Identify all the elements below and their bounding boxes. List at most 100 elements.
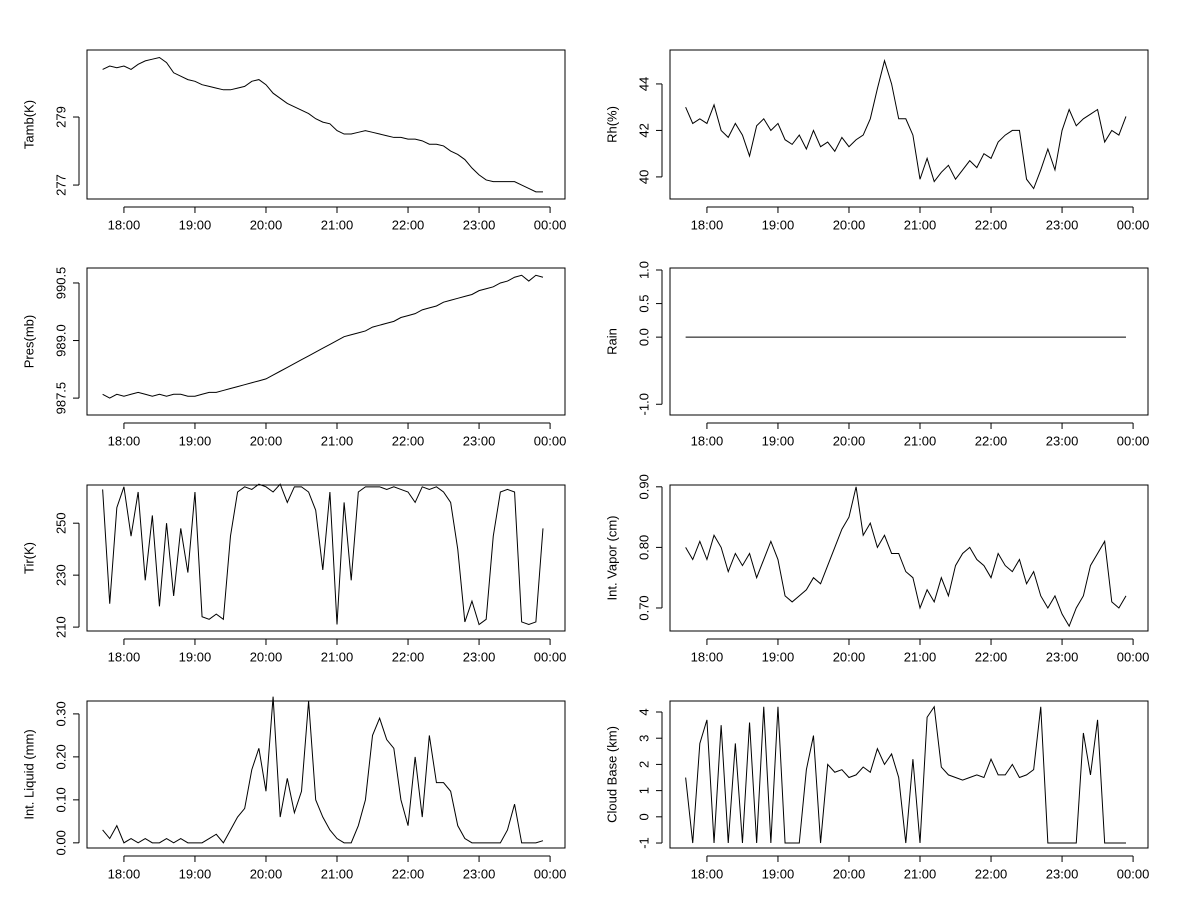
x-tick-label: 22:00: [975, 649, 1008, 664]
data-line: [685, 486, 1127, 628]
x-tick-label: 22:00: [392, 217, 425, 232]
y-tick-label: 1.0: [636, 261, 651, 279]
y-axis-label: Tir(K): [21, 542, 36, 574]
x-tick-label: 19:00: [179, 217, 212, 232]
plot-box: [669, 49, 1149, 200]
y-tick-label: 4: [636, 708, 651, 715]
y-tick-label: 990.5: [53, 267, 68, 300]
data-line: [685, 705, 1126, 844]
y-tick-label: 0.80: [636, 535, 651, 560]
y-tick-label: 42: [636, 123, 651, 137]
x-tick-label: 18:00: [108, 433, 141, 448]
x-tick-label: 20:00: [833, 217, 866, 232]
x-tick-label: 19:00: [762, 649, 795, 664]
y-tick-label: 0: [636, 813, 651, 820]
panel: 18:00 19:00 20:00 21:00 22:00 23:00 00:00 277 27…: [21, 49, 567, 232]
plot-box: [669, 484, 1149, 632]
x-tick-label: 00:00: [1117, 649, 1150, 664]
x-tick-label: 21:00: [904, 649, 937, 664]
x-tick-label: 22:00: [975, 217, 1008, 232]
x-tick-label: 19:00: [762, 866, 795, 881]
y-axis-label: Tamb(K): [21, 100, 36, 149]
x-tick-label: 23:00: [1046, 217, 1079, 232]
x-tick-label: 00:00: [1117, 866, 1150, 881]
y-tick-label: 2: [636, 761, 651, 768]
x-tick-label: 18:00: [691, 433, 724, 448]
y-axis-label: Pres(mb): [21, 315, 36, 368]
data-line: [685, 58, 1127, 190]
x-tick-label: 23:00: [1046, 866, 1079, 881]
x-tick-label: 00:00: [534, 217, 567, 232]
y-tick-label: 987.5: [53, 382, 68, 415]
x-tick-label: 22:00: [975, 866, 1008, 881]
x-tick-label: 21:00: [904, 866, 937, 881]
x-tick-label: 23:00: [463, 866, 496, 881]
y-tick-label: 0.0: [636, 328, 651, 346]
y-tick-label: 0.00: [53, 830, 68, 855]
x-tick-label: 00:00: [534, 866, 567, 881]
x-tick-label: 23:00: [463, 433, 496, 448]
y-tick-label: 279: [53, 106, 68, 128]
x-tick-label: 21:00: [321, 866, 354, 881]
x-tick-label: 20:00: [833, 649, 866, 664]
y-tick-label: 0.30: [53, 701, 68, 726]
y-tick-label: 0.90: [636, 474, 651, 499]
y-tick-label: -1.0: [636, 393, 651, 415]
y-axis-label: Cloud Base (km): [604, 726, 619, 823]
plot-box: [86, 49, 566, 200]
x-tick-label: 18:00: [691, 217, 724, 232]
y-tick-label: 277: [53, 174, 68, 196]
plot-box: [669, 267, 1149, 416]
x-tick-label: 20:00: [833, 866, 866, 881]
panel: 18:00 19:00 20:00 21:00 22:00 23:00 00:00 40 42 4…: [604, 49, 1150, 232]
x-tick-label: 19:00: [179, 649, 212, 664]
y-tick-label: 0.20: [53, 744, 68, 769]
y-tick-label: 40: [636, 170, 651, 184]
x-tick-label: 20:00: [250, 649, 283, 664]
x-tick-label: 18:00: [691, 649, 724, 664]
panel: 18:00 19:00 20:00 21:00 22:00 23:00 00:00 -1.0 0…: [604, 261, 1149, 448]
y-tick-label: 44: [636, 77, 651, 91]
x-tick-label: 23:00: [1046, 649, 1079, 664]
plot-box: [86, 267, 566, 416]
panel: 18:00 19:00 20:00 21:00 22:00 23:00 00:00 0.00 0…: [21, 696, 567, 881]
x-tick-label: 20:00: [833, 433, 866, 448]
x-tick-label: 20:00: [250, 433, 283, 448]
panel: 18:00 19:00 20:00 21:00 22:00 23:00 00:00 -1 0 1 2…: [604, 700, 1150, 881]
x-tick-label: 21:00: [321, 217, 354, 232]
panel: 18:00 19:00 20:00 21:00 22:00 23:00 00:00 987.5…: [21, 267, 566, 449]
y-tick-label: 230: [53, 564, 68, 586]
x-tick-label: 18:00: [108, 866, 141, 881]
x-tick-label: 22:00: [392, 866, 425, 881]
y-tick-label: 250: [53, 512, 68, 534]
x-tick-label: 23:00: [463, 649, 496, 664]
panel: 18:00 19:00 20:00 21:00 22:00 23:00 00:00 0.70 0…: [604, 474, 1149, 664]
x-tick-label: 21:00: [904, 433, 937, 448]
y-tick-label: 3: [636, 735, 651, 742]
plot-box: [669, 700, 1149, 849]
plot-box: [86, 700, 566, 849]
data-line: [102, 274, 544, 399]
x-tick-label: 22:00: [392, 649, 425, 664]
x-tick-label: 19:00: [762, 433, 795, 448]
x-tick-label: 22:00: [975, 433, 1008, 448]
data-line: [102, 483, 544, 626]
x-tick-label: 23:00: [1046, 433, 1079, 448]
y-tick-label: 1: [636, 787, 651, 794]
y-tick-label: 0.10: [53, 787, 68, 812]
x-tick-label: 19:00: [179, 866, 212, 881]
x-tick-label: 00:00: [1117, 217, 1150, 232]
plot-box: [86, 484, 566, 632]
x-tick-label: 20:00: [250, 866, 283, 881]
x-tick-label: 18:00: [691, 866, 724, 881]
x-tick-label: 22:00: [392, 433, 425, 448]
x-tick-label: 21:00: [321, 433, 354, 448]
x-tick-label: 23:00: [463, 217, 496, 232]
data-line: [102, 56, 543, 193]
y-tick-label: 0.70: [636, 595, 651, 620]
panel: 18:00 19:00 20:00 21:00 22:00 23:00 00:00 210 23…: [21, 483, 566, 664]
y-tick-label: 989.0: [53, 324, 68, 357]
y-axis-label: Rain: [604, 328, 619, 355]
y-tick-label: 0.5: [636, 295, 651, 313]
